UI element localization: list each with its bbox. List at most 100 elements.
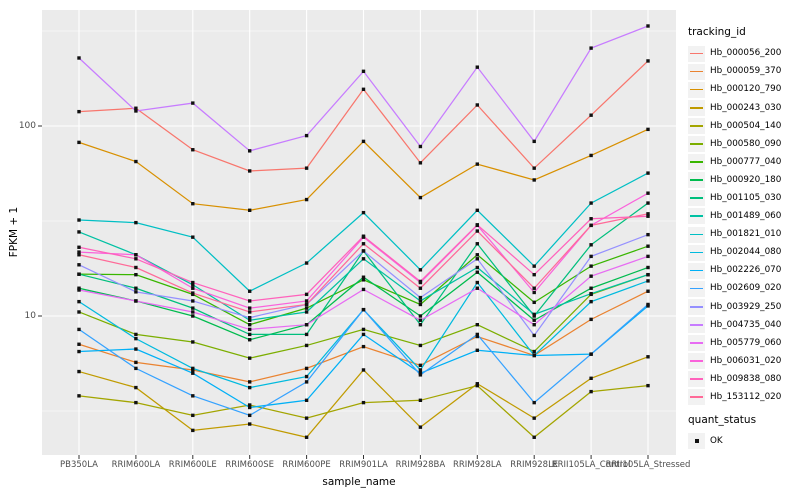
legend-key-line [690, 378, 703, 380]
x-tick-label-PB350LA: PB350LA [60, 460, 98, 470]
legend-key-line [690, 215, 703, 218]
legend-entry-Hb_000059_370: Hb_000059_370 [688, 63, 798, 81]
data-point [418, 318, 423, 322]
data-point [589, 292, 593, 296]
data-point [361, 368, 366, 372]
legend-entry-Hb_009838_080: Hb_009838_080 [688, 370, 798, 388]
data-point [475, 223, 479, 227]
data-point [589, 254, 593, 259]
data-point [134, 366, 138, 371]
data-point [475, 334, 479, 339]
data-point [134, 286, 138, 290]
data-point [134, 400, 138, 405]
data-point [134, 385, 138, 390]
data-point [418, 161, 423, 165]
data-point [304, 332, 309, 337]
legend-entry-Hb_001489_060: Hb_001489_060 [688, 207, 798, 225]
data-point [304, 299, 309, 303]
data-point [475, 257, 479, 261]
legend-key-line [690, 143, 703, 145]
data-point [191, 291, 195, 295]
x-tick-label-RRIM928LE: RRIM928LE [510, 460, 559, 470]
data-point [532, 178, 536, 182]
data-point [418, 368, 423, 372]
data-point [589, 153, 593, 158]
data-point [589, 243, 593, 247]
data-point [646, 279, 650, 283]
legend-key-icon [688, 118, 705, 135]
data-point [532, 139, 536, 144]
x-axis-title: sample_name [322, 476, 396, 488]
data-point [589, 376, 593, 381]
data-point [77, 140, 81, 145]
x-tick-label-RRIM600SE: RRIM600SE [225, 460, 275, 470]
legend-key-ok [688, 433, 705, 450]
legend-key-icon [688, 172, 705, 189]
legend-key-icon [688, 298, 705, 315]
legend-entry-Hb_153112_020: Hb_153112_020 [688, 388, 798, 406]
legend-label: Hb_002226_070 [710, 265, 782, 276]
data-point [304, 343, 309, 348]
data-point [248, 315, 252, 320]
legend-key-line [690, 197, 703, 199]
data-point [248, 289, 252, 293]
data-point [361, 249, 366, 253]
data-point [418, 144, 423, 149]
legend-entry-Hb_004735_040: Hb_004735_040 [688, 316, 798, 334]
data-point [475, 382, 479, 386]
data-point [361, 139, 366, 144]
legend-entry-Hb_000504_140: Hb_000504_140 [688, 117, 798, 135]
data-point [248, 310, 252, 314]
data-point [589, 113, 593, 117]
data-point [589, 201, 593, 205]
x-tick-label-RRIM600PE: RRIM600PE [282, 460, 331, 470]
data-point [77, 299, 81, 304]
legend-key-line [690, 342, 703, 344]
data-point [646, 254, 650, 259]
data-point [646, 383, 650, 388]
x-tick-label-RRII105LA_Stressed: RRII105LA_Stressed [605, 460, 691, 470]
legend-key-line [690, 396, 703, 399]
data-point [418, 398, 423, 403]
data-point [191, 340, 195, 344]
legend-label: Hb_000920_180 [710, 174, 782, 185]
data-point [248, 299, 252, 303]
x-tick-label-RRII105LA_Control: RRII105LA_Control [551, 460, 631, 470]
data-point [304, 166, 309, 170]
data-point [248, 306, 252, 310]
legend-label: Hb_000504_140 [710, 120, 782, 131]
data-point [77, 327, 81, 332]
data-point [646, 214, 650, 218]
panel-background [42, 10, 676, 455]
data-point [589, 352, 593, 356]
data-point [77, 310, 81, 314]
data-point [77, 394, 81, 398]
legend-label: Hb_005779_060 [710, 337, 782, 348]
data-point [475, 322, 479, 327]
legend-entry-Hb_000920_180: Hb_000920_180 [688, 171, 798, 189]
data-point [361, 332, 366, 337]
data-point [77, 230, 81, 234]
legend-label: Hb_006031_020 [710, 355, 782, 366]
data-point [191, 280, 195, 285]
data-point [532, 272, 536, 277]
data-point [248, 422, 252, 426]
data-point [134, 347, 138, 351]
data-point [248, 380, 252, 384]
data-point [304, 380, 309, 384]
data-point [475, 229, 479, 233]
legend-entry-Hb_000777_040: Hb_000777_040 [688, 153, 798, 171]
data-point [475, 348, 479, 352]
data-point [134, 257, 138, 261]
y-tick-label-100: 100 [18, 120, 36, 131]
data-point [191, 286, 195, 290]
data-point [475, 103, 479, 107]
data-point [532, 416, 536, 420]
data-point [475, 332, 479, 337]
legend-key-line [690, 88, 703, 91]
data-point [134, 109, 138, 113]
legend-label: Hb_153112_020 [710, 392, 782, 403]
data-point [304, 133, 309, 138]
data-point [646, 244, 650, 248]
legend-entry-Hb_001105_030: Hb_001105_030 [688, 189, 798, 207]
